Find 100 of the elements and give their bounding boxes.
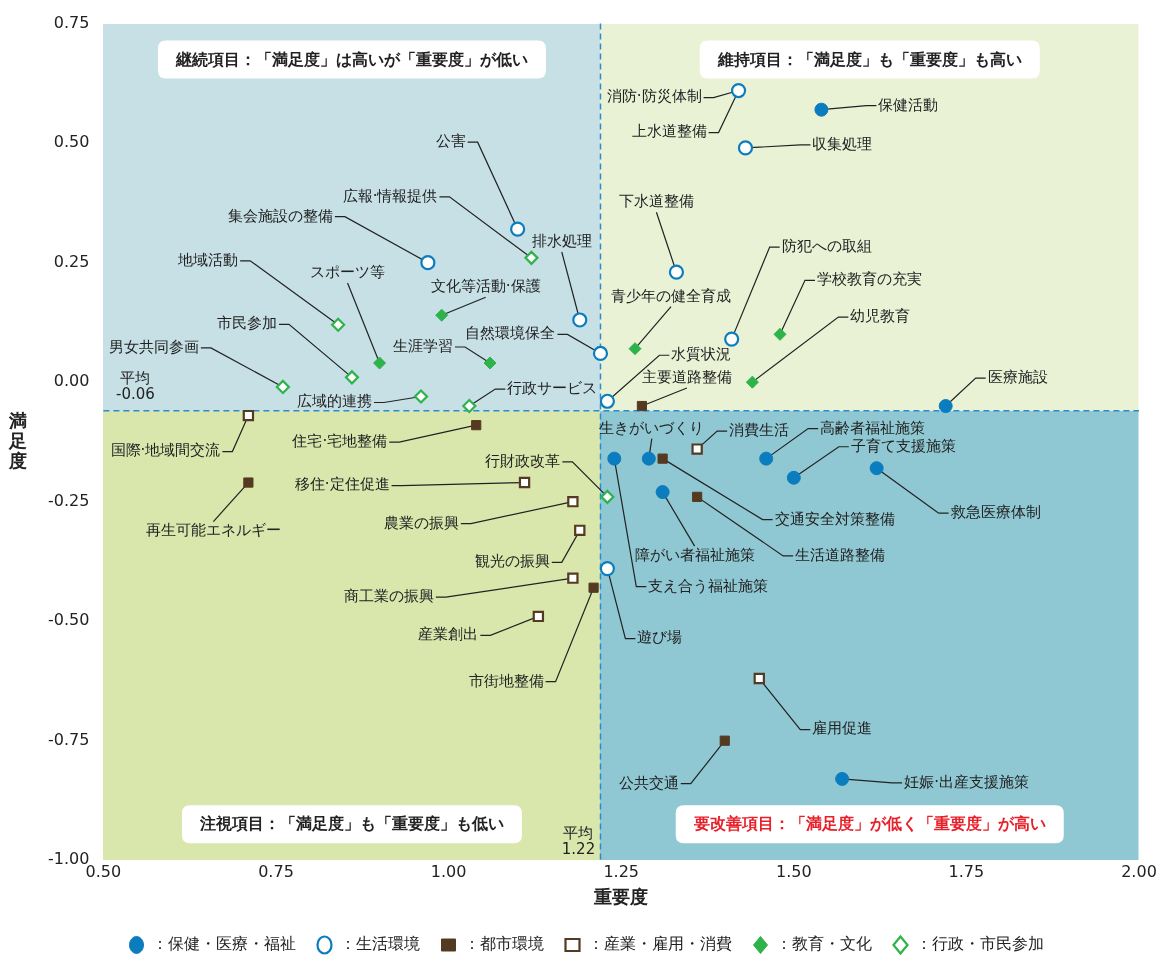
annotation: 観光の振興 xyxy=(474,552,550,571)
legend-label: ：生活環境 xyxy=(339,934,420,954)
point xyxy=(435,308,449,322)
y-tick-label: 0.50 xyxy=(53,132,90,152)
annotation: 自然環境保全 xyxy=(465,324,556,343)
point xyxy=(753,672,765,685)
annotation: 青少年の健全育成 xyxy=(611,286,732,305)
annotation: 公害 xyxy=(435,132,466,151)
point xyxy=(655,485,670,500)
point xyxy=(483,356,497,370)
point xyxy=(413,389,429,404)
x-tick-label: 2.00 xyxy=(1121,861,1157,881)
y-tick-label: -0.75 xyxy=(47,729,90,749)
point xyxy=(243,477,254,488)
annotation: 生きがいづくり xyxy=(599,418,705,437)
point xyxy=(588,582,599,593)
annotation: 農業の振興 xyxy=(383,513,459,532)
legend-label: ：産業・雇用・消費 xyxy=(587,934,732,954)
point xyxy=(471,420,482,431)
annotation: 行政サービス xyxy=(507,378,598,397)
annotation: スポーツ等 xyxy=(310,262,386,281)
y-axis-title: 満足度 xyxy=(8,409,27,471)
legend-label: ：保健・医療・福祉 xyxy=(151,934,296,954)
annotation: 継続項目：「満足度」は高いが「重要度」が低い xyxy=(174,49,528,69)
annotation: 水質状況 xyxy=(671,345,732,364)
annotation: 救急医療体制 xyxy=(949,503,1041,522)
annotation: 維持項目：「満足度」も「重要度」も高い xyxy=(716,49,1022,69)
annotation: 高齢者福祉施策 xyxy=(820,418,926,437)
annotation: 市民参加 xyxy=(216,314,277,333)
y-tick-label: -0.50 xyxy=(47,610,90,630)
annotation: 交通安全対策整備 xyxy=(774,509,895,528)
point xyxy=(344,370,360,385)
y-tick-label: 0.00 xyxy=(53,371,90,391)
annotation: 妊娠·出産支援施策 xyxy=(904,772,1029,791)
annotation: 支え合う福祉施策 xyxy=(648,576,769,595)
annotation: 上水道整備 xyxy=(631,122,707,141)
annotation: 住宅·宅地整備 xyxy=(291,432,388,451)
annotation: 行財政改革 xyxy=(485,451,561,470)
point xyxy=(592,345,609,362)
point xyxy=(835,771,850,786)
point xyxy=(730,82,747,99)
annotation: 保健活動 xyxy=(878,95,939,114)
point xyxy=(518,476,531,489)
point xyxy=(420,255,436,271)
point xyxy=(572,312,588,328)
point xyxy=(938,399,953,414)
annotation: 消防·防災体制 xyxy=(606,87,702,106)
annotation: 学校教育の充実 xyxy=(816,270,922,289)
annotation: 消費生活 xyxy=(729,420,790,439)
annotation: 注視項目：「満足度」も「重要度」も低い xyxy=(198,814,504,834)
annotation: 要改善項目：「満足度」が低く「重要度」が高い xyxy=(692,814,1046,834)
x-tick-label: 1.50 xyxy=(775,861,812,881)
x-tick-label: 1.00 xyxy=(430,861,467,881)
legend-label: ：行政・市民参加 xyxy=(915,934,1044,954)
point xyxy=(242,409,255,422)
point xyxy=(567,495,579,508)
point xyxy=(532,610,545,623)
point xyxy=(331,317,346,332)
annotation: 男女共同参画 xyxy=(108,337,199,356)
point xyxy=(745,375,759,389)
point xyxy=(636,400,648,412)
point xyxy=(869,461,884,476)
y-tick-label: -0.25 xyxy=(47,490,90,510)
y-tick-label: 0.25 xyxy=(53,251,90,271)
point xyxy=(607,451,622,466)
point xyxy=(786,470,801,485)
point xyxy=(275,379,290,395)
point xyxy=(510,221,526,237)
annotation: 雇用促進 xyxy=(812,719,873,738)
annotation: 集会施設の整備 xyxy=(227,206,333,225)
point xyxy=(567,572,579,584)
annotation: 市街地整備 xyxy=(468,671,544,690)
point xyxy=(737,140,754,156)
ref-line-label: 平均 1.22 xyxy=(561,824,596,859)
x-axis-title: 重要度 xyxy=(593,885,649,907)
ref-line-label: 平均 -0.06 xyxy=(115,368,155,403)
point xyxy=(814,102,829,117)
annotation: 産業創出 xyxy=(418,625,479,644)
annotation: 生活道路整備 xyxy=(795,545,886,564)
point xyxy=(692,491,703,502)
point xyxy=(373,356,387,370)
legend-label: ：都市環境 xyxy=(463,934,544,954)
point xyxy=(773,327,787,341)
point xyxy=(719,735,730,746)
annotation: 国際·地域間交流 xyxy=(110,441,221,460)
x-tick-label: 0.75 xyxy=(258,861,294,881)
annotation: 排水処理 xyxy=(531,231,592,250)
annotation: 障がい者福祉施策 xyxy=(634,545,755,564)
annotation: 地域活動 xyxy=(177,250,239,269)
annotation: 遊び場 xyxy=(637,628,683,647)
point xyxy=(462,398,477,414)
legend-label: ：教育・文化 xyxy=(775,934,872,954)
point xyxy=(599,560,615,577)
point xyxy=(691,443,703,455)
annotation: 移住·定住促進 xyxy=(294,475,390,494)
point xyxy=(724,331,740,347)
annotation: 公共交通 xyxy=(618,773,679,792)
annotation: 医療施設 xyxy=(987,367,1048,386)
point xyxy=(600,489,615,504)
point xyxy=(524,250,539,265)
